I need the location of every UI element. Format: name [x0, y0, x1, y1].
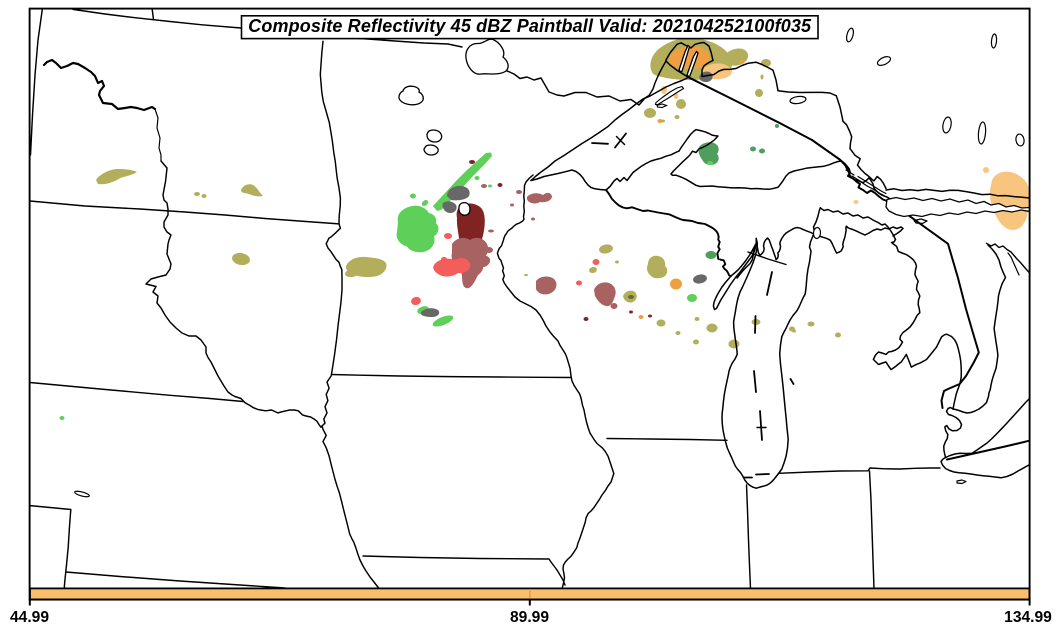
svg-text:89.99: 89.99 [510, 609, 549, 626]
svg-text:Composite Reflectivity 45 dBZ: Composite Reflectivity 45 dBZ Paintball … [248, 16, 812, 36]
svg-text:44.99: 44.99 [10, 609, 49, 626]
svg-text:134.99: 134.99 [1004, 609, 1052, 626]
